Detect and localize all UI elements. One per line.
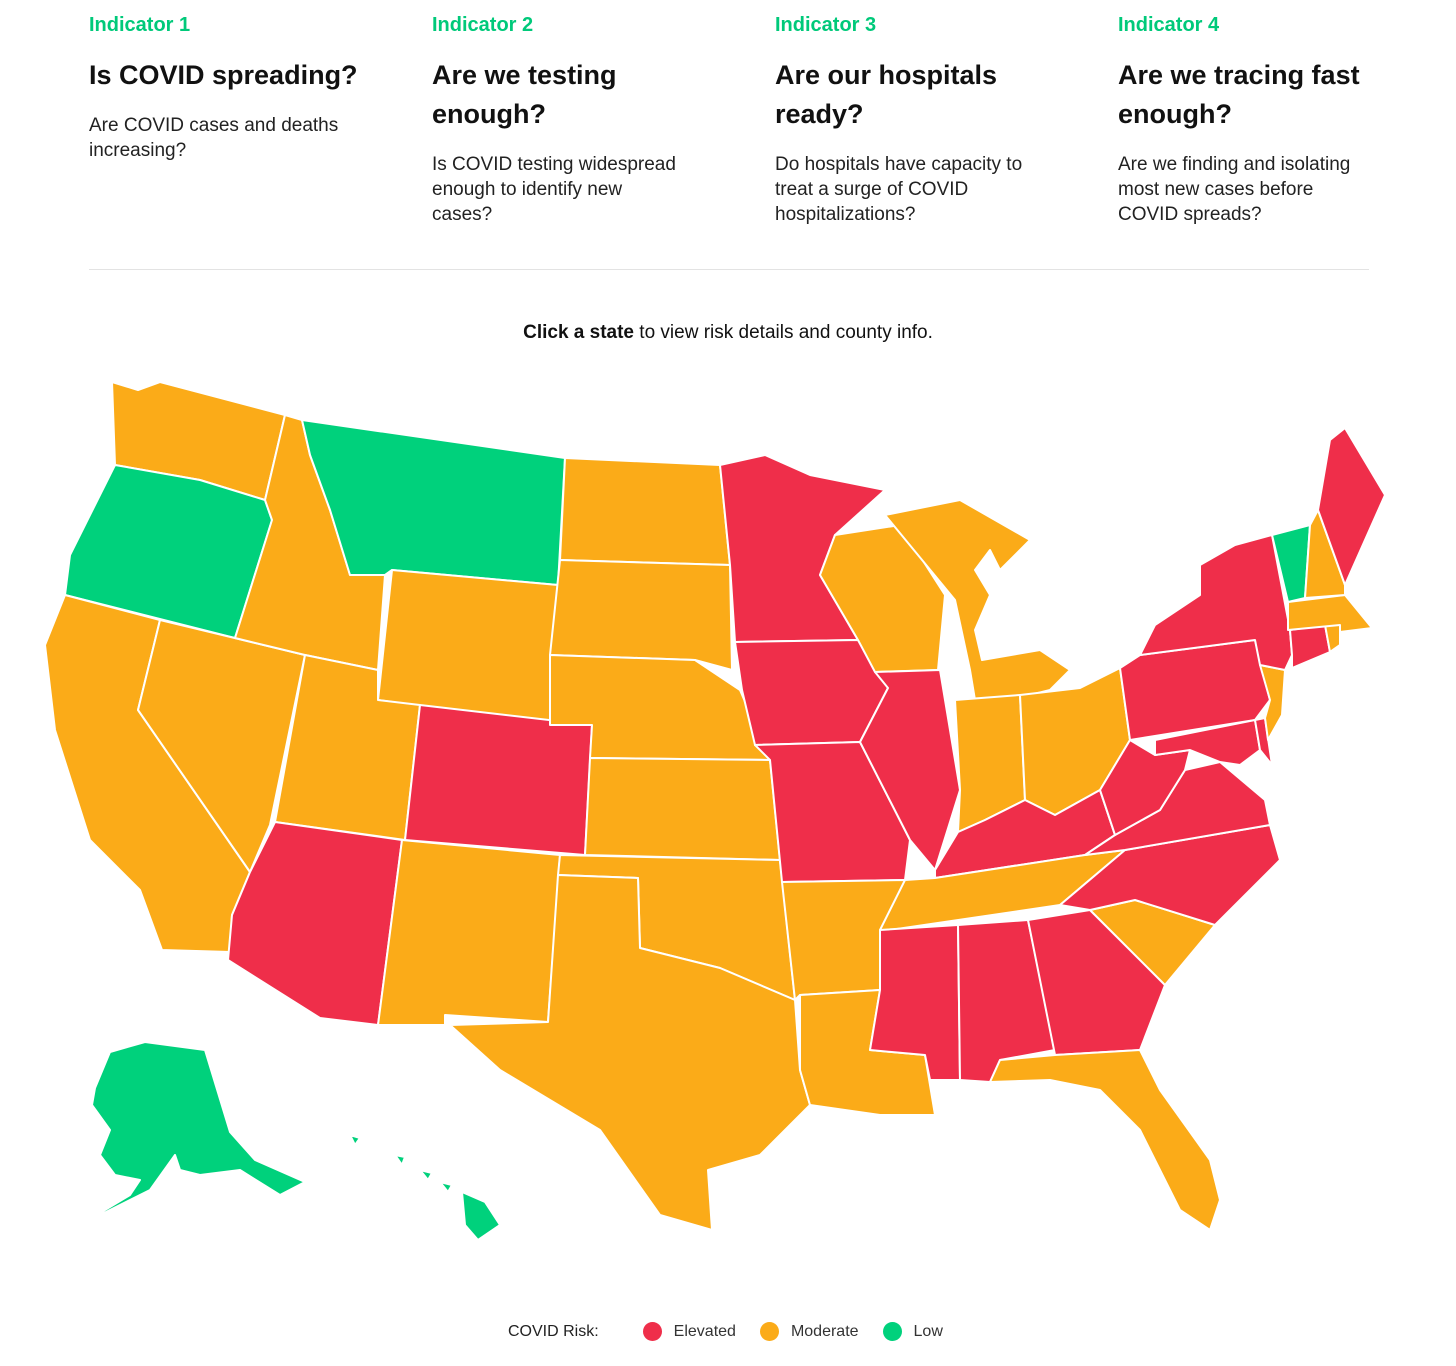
state-NY[interactable] <box>1139 534 1293 671</box>
indicator-title: Are we testing enough? <box>432 60 617 129</box>
legend-label: Moderate <box>790 1322 859 1340</box>
legend-swatch-moderate <box>759 1322 779 1341</box>
legend-label: Low <box>913 1322 943 1340</box>
state-IL[interactable] <box>859 669 961 871</box>
state-FL[interactable] <box>989 1049 1221 1231</box>
state-WI[interactable] <box>819 524 946 673</box>
state-DE[interactable] <box>1254 717 1273 766</box>
state-IA[interactable] <box>734 639 889 746</box>
indicator-2: Indicator 2 Are we testing enough? Is CO… <box>432 12 775 227</box>
map-instruction-emphasis: Click a state <box>523 322 635 343</box>
indicator-row: Indicator 1 Is COVID spreading? Are COVI… <box>89 12 1369 227</box>
map-instruction: Click a state to view risk details and c… <box>0 320 1456 346</box>
legend-swatch-elevated <box>642 1322 662 1341</box>
legend-item-moderate: Moderate <box>759 1322 859 1341</box>
state-CT[interactable] <box>1289 624 1331 669</box>
legend-swatch-low <box>882 1322 902 1341</box>
section-divider <box>89 269 1369 270</box>
legend-item-elevated: Elevated <box>642 1322 736 1341</box>
state-NM[interactable] <box>377 839 561 1026</box>
us-risk-map[interactable] <box>0 370 1456 1270</box>
legend-title: COVID Risk: <box>508 1322 599 1340</box>
map-instruction-text: to view risk details and county info. <box>634 322 933 343</box>
state-SD[interactable] <box>549 559 733 671</box>
indicator-description: Do hospitals have capacity to treat a su… <box>775 154 1023 225</box>
state-KS[interactable] <box>584 757 781 861</box>
state-HI[interactable] <box>349 1134 501 1241</box>
indicator-description: Is COVID testing widespread enough to id… <box>432 154 676 225</box>
indicator-title: Is COVID spreading? <box>89 60 358 90</box>
indicator-label: Indicator 1 <box>89 14 191 36</box>
state-AK[interactable] <box>59 1041 306 1241</box>
state-MD[interactable] <box>1154 719 1261 766</box>
indicator-1: Indicator 1 Is COVID spreading? Are COVI… <box>89 12 432 227</box>
indicator-3: Indicator 3 Are our hospitals ready? Do … <box>775 12 1118 227</box>
state-WY[interactable] <box>377 569 559 726</box>
indicator-description: Are COVID cases and deaths increasing? <box>89 115 339 161</box>
state-ND[interactable] <box>559 457 731 566</box>
state-NH[interactable] <box>1304 509 1346 599</box>
state-ME[interactable] <box>1317 427 1386 586</box>
state-GA[interactable] <box>1027 909 1166 1056</box>
state-TX[interactable] <box>449 874 811 1231</box>
indicator-title: Are our hospitals ready? <box>775 60 998 129</box>
state-CO[interactable] <box>404 704 593 856</box>
indicator-title: Are we tracing fast enough? <box>1118 60 1360 129</box>
legend-label: Elevated <box>673 1322 736 1340</box>
indicator-label: Indicator 2 <box>432 14 534 36</box>
indicator-4: Indicator 4 Are we tracing fast enough? … <box>1118 12 1456 227</box>
state-MI[interactable] <box>884 499 1071 701</box>
map-legend: COVID Risk: Elevated Moderate Low <box>508 1322 967 1341</box>
indicator-description: Are we finding and isolating most new ca… <box>1118 154 1351 225</box>
state-WV[interactable] <box>1099 739 1191 836</box>
indicator-label: Indicator 3 <box>775 14 877 36</box>
state-MA[interactable] <box>1287 594 1373 633</box>
legend-item-low: Low <box>882 1322 943 1341</box>
indicator-label: Indicator 4 <box>1118 14 1220 36</box>
